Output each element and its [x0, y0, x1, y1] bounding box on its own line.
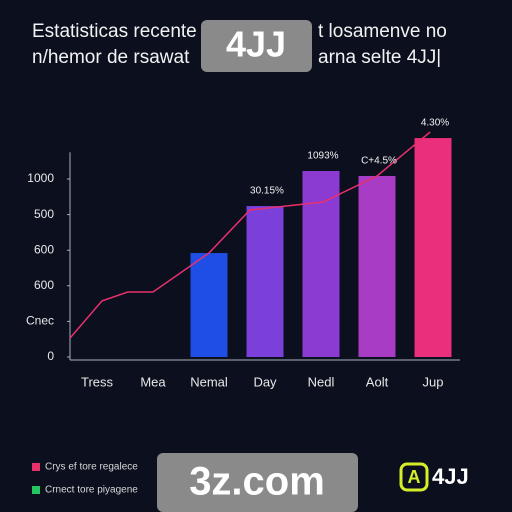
x-tick-label: Tress	[81, 374, 114, 389]
plot: 0 Cnec 600 600 500 1000 Tress Mea Nemal Day Nedl Ao…	[26, 118, 460, 389]
logo: 4JJ	[432, 464, 469, 489]
watermark-box	[157, 453, 358, 512]
x-tick-label: Aolt	[366, 374, 389, 389]
y-tick-label: 500	[34, 207, 54, 221]
annotation: C+4.5%	[361, 156, 397, 167]
legend-label: Crys ef tore regalece	[45, 462, 138, 473]
bar	[246, 206, 284, 357]
x-tick-label: Mea	[140, 374, 166, 389]
line	[69, 131, 431, 339]
bar	[302, 170, 340, 357]
y-tick-label: 600	[34, 242, 54, 256]
logo-icon-letter: A	[408, 467, 421, 487]
bar	[358, 175, 396, 357]
y-tick-label: Cnec	[26, 314, 54, 328]
watermark: 3z.com	[189, 460, 325, 504]
legend-swatch	[32, 463, 40, 471]
watermark: 4JJ	[226, 24, 286, 65]
title-line: arna selte 4JJ|	[318, 47, 441, 68]
annotation: 4.30%	[421, 118, 449, 129]
annotation: 30.15%	[250, 186, 284, 197]
title-line: n/hemor de rsawat	[32, 47, 190, 68]
y-tick-label: 600	[34, 278, 54, 292]
x-tick-label: Jup	[423, 374, 444, 389]
bar	[190, 253, 228, 357]
x-tick-label: Nemal	[190, 374, 228, 389]
bar	[414, 138, 452, 357]
x-tick-label: Day	[253, 374, 277, 389]
x-tick-label: Nedl	[308, 374, 335, 389]
logo-icon	[399, 462, 429, 492]
title-line: t losamenve no	[318, 21, 447, 42]
watermark-box	[201, 20, 312, 72]
title-line: Estatisticas recente	[32, 21, 197, 42]
y-tick-label: 1000	[27, 171, 54, 185]
annotation: 1093%	[307, 151, 338, 162]
legend-swatch	[32, 486, 40, 494]
y-tick-label: 0	[47, 349, 54, 363]
legend-label: Crnect tore piyagene	[45, 485, 138, 496]
